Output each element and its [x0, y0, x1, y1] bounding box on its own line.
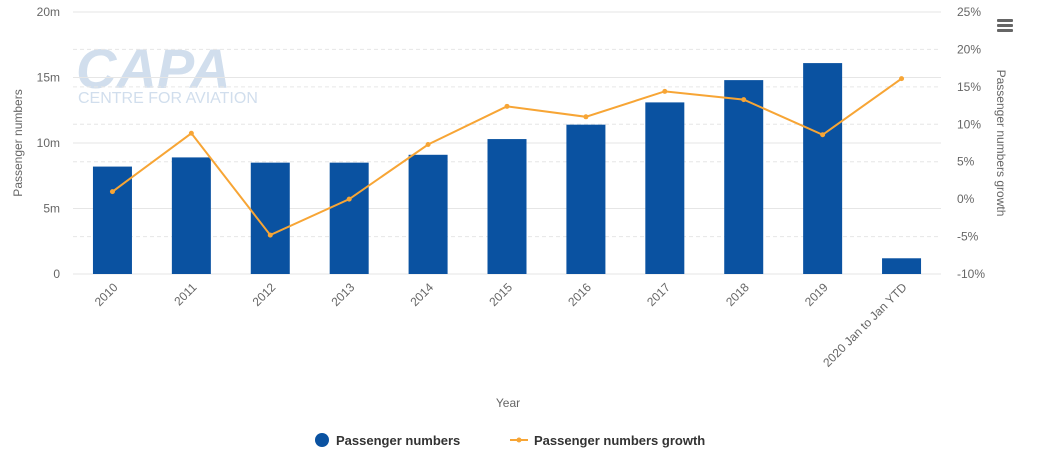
x-tick-label: 2019: [802, 280, 831, 309]
legend-line-dot: [516, 437, 522, 443]
x-tick-label: 2020 Jan to Jan YTD: [820, 280, 910, 370]
watermark-subtitle: CENTRE FOR AVIATION: [78, 90, 258, 107]
x-axis-title: Year: [496, 396, 520, 410]
y2-tick-label: 20%: [957, 42, 981, 56]
y-tick-label: 20m: [37, 5, 60, 19]
x-tick-label: 2011: [171, 280, 199, 308]
legend-bar-marker: [315, 433, 329, 447]
legend-item-line[interactable]: Passenger numbers growth: [510, 433, 705, 448]
growth-point[interactable]: [899, 76, 905, 82]
x-tick-label: 2014: [407, 280, 436, 309]
y2-tick-label: 25%: [957, 5, 981, 19]
y-tick-label: 5m: [43, 202, 60, 216]
growth-point[interactable]: [267, 232, 273, 238]
growth-point[interactable]: [741, 97, 747, 103]
growth-point[interactable]: [820, 132, 826, 138]
x-tick-label: 2017: [644, 280, 673, 309]
legend-line-label: Passenger numbers growth: [534, 433, 705, 448]
growth-point[interactable]: [583, 114, 589, 120]
y2-axis-title: Passenger numbers growth: [994, 70, 1008, 217]
y2-tick-label: 0%: [957, 192, 975, 206]
y2-tick-label: -10%: [957, 267, 985, 281]
y-axis-ticks: 0 5m 10m 15m 20m: [37, 5, 61, 281]
growth-point[interactable]: [346, 196, 352, 202]
line-series: [109, 76, 905, 238]
bar[interactable]: [724, 80, 764, 275]
growth-point[interactable]: [662, 88, 668, 94]
capa-watermark: CAPA CENTRE FOR AVIATION: [76, 37, 258, 107]
bar-series: [92, 63, 922, 275]
x-axis-ticks: 2010 2011 2012 2013 2014 2015 2016 2017 2018 2019…: [92, 280, 910, 370]
y2-axis-ticks: -10% -5% 0% 5% 10% 15% 20% 25%: [957, 5, 985, 281]
x-tick-label: 2012: [250, 280, 279, 309]
y-tick-label: 0: [53, 267, 60, 281]
bar[interactable]: [329, 162, 369, 274]
bar[interactable]: [487, 139, 527, 274]
bar[interactable]: [408, 154, 448, 274]
y2-tick-label: 5%: [957, 155, 975, 169]
bar[interactable]: [803, 63, 843, 275]
bar[interactable]: [566, 124, 606, 274]
growth-point[interactable]: [425, 141, 431, 147]
y-axis-title: Passenger numbers: [11, 89, 25, 196]
bar[interactable]: [882, 258, 922, 274]
x-tick-label: 2015: [486, 280, 515, 309]
growth-point[interactable]: [504, 103, 510, 109]
y2-tick-label: 10%: [957, 117, 981, 131]
legend: Passenger numbers Passenger numbers grow…: [315, 433, 705, 448]
x-tick-label: 2016: [565, 280, 594, 309]
growth-point[interactable]: [109, 189, 115, 195]
legend-bar-label: Passenger numbers: [336, 433, 460, 448]
legend-item-bars[interactable]: Passenger numbers: [315, 433, 460, 448]
bar[interactable]: [171, 157, 211, 274]
bar[interactable]: [645, 102, 685, 274]
x-tick-label: 2018: [723, 280, 752, 309]
chart-menu-icon[interactable]: [997, 19, 1013, 32]
x-tick-label: 2013: [329, 280, 358, 309]
y-tick-label: 15m: [37, 71, 60, 85]
y2-tick-label: -5%: [957, 230, 979, 244]
growth-point[interactable]: [188, 130, 194, 136]
watermark-brand: CAPA: [76, 37, 231, 100]
y2-tick-label: 15%: [957, 80, 981, 94]
bar[interactable]: [92, 166, 132, 274]
y-tick-label: 10m: [37, 136, 60, 150]
x-tick-label: 2010: [92, 280, 121, 309]
